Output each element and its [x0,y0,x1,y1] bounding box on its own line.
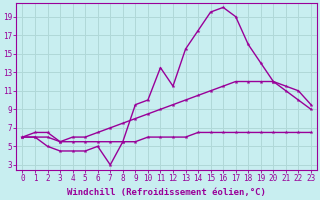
X-axis label: Windchill (Refroidissement éolien,°C): Windchill (Refroidissement éolien,°C) [67,188,266,197]
